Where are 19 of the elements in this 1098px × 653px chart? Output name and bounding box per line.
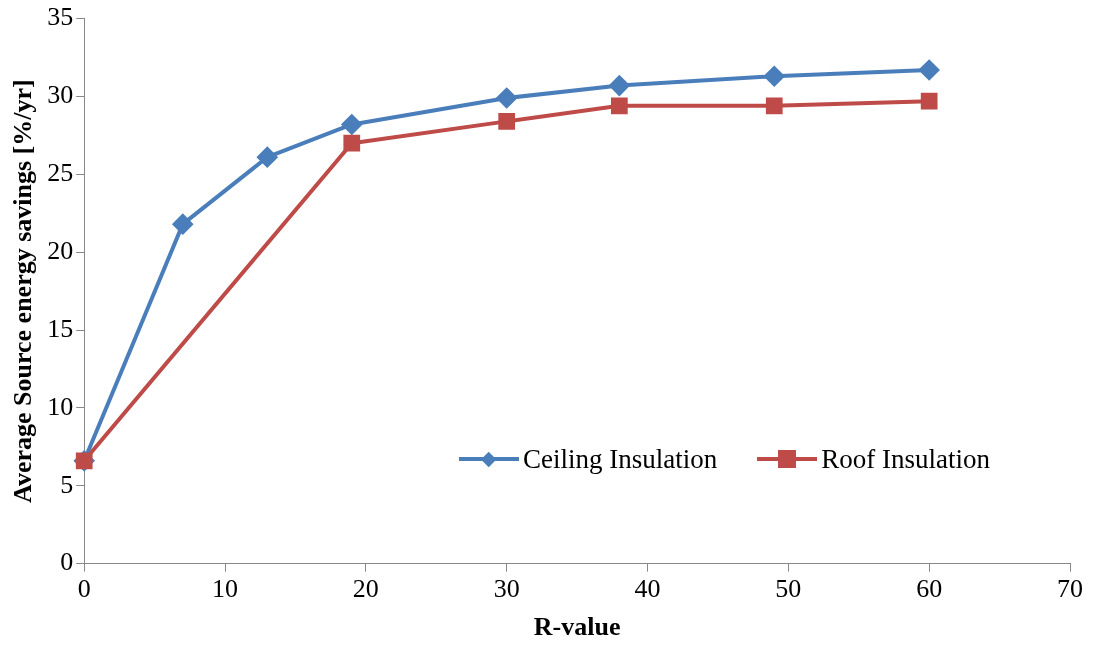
y-tick-label: 15 <box>47 313 74 343</box>
x-axis-title: R-value <box>533 612 621 642</box>
y-tick-label: 25 <box>47 158 74 188</box>
x-tick-label: 60 <box>916 574 943 604</box>
y-tick-label: 0 <box>60 547 74 577</box>
x-tick-label: 40 <box>634 574 661 604</box>
x-tick-label: 10 <box>212 574 239 604</box>
legend-label: Roof Insulation <box>821 443 990 475</box>
x-tick-label: 30 <box>493 574 520 604</box>
x-tick-label: 20 <box>352 574 379 604</box>
y-axis-title: Average Source energy savings [%/yr] <box>8 79 38 503</box>
y-tick-label: 35 <box>47 2 74 32</box>
y-tick-label: 20 <box>47 236 74 265</box>
x-tick-label: 70 <box>1057 574 1083 604</box>
y-tick-label: 5 <box>60 469 74 499</box>
x-tick-label: 50 <box>775 574 802 604</box>
y-tick-label: 10 <box>47 391 74 421</box>
y-tick-label: 30 <box>47 80 74 110</box>
legend-label: Ceiling Insulation <box>523 443 718 475</box>
